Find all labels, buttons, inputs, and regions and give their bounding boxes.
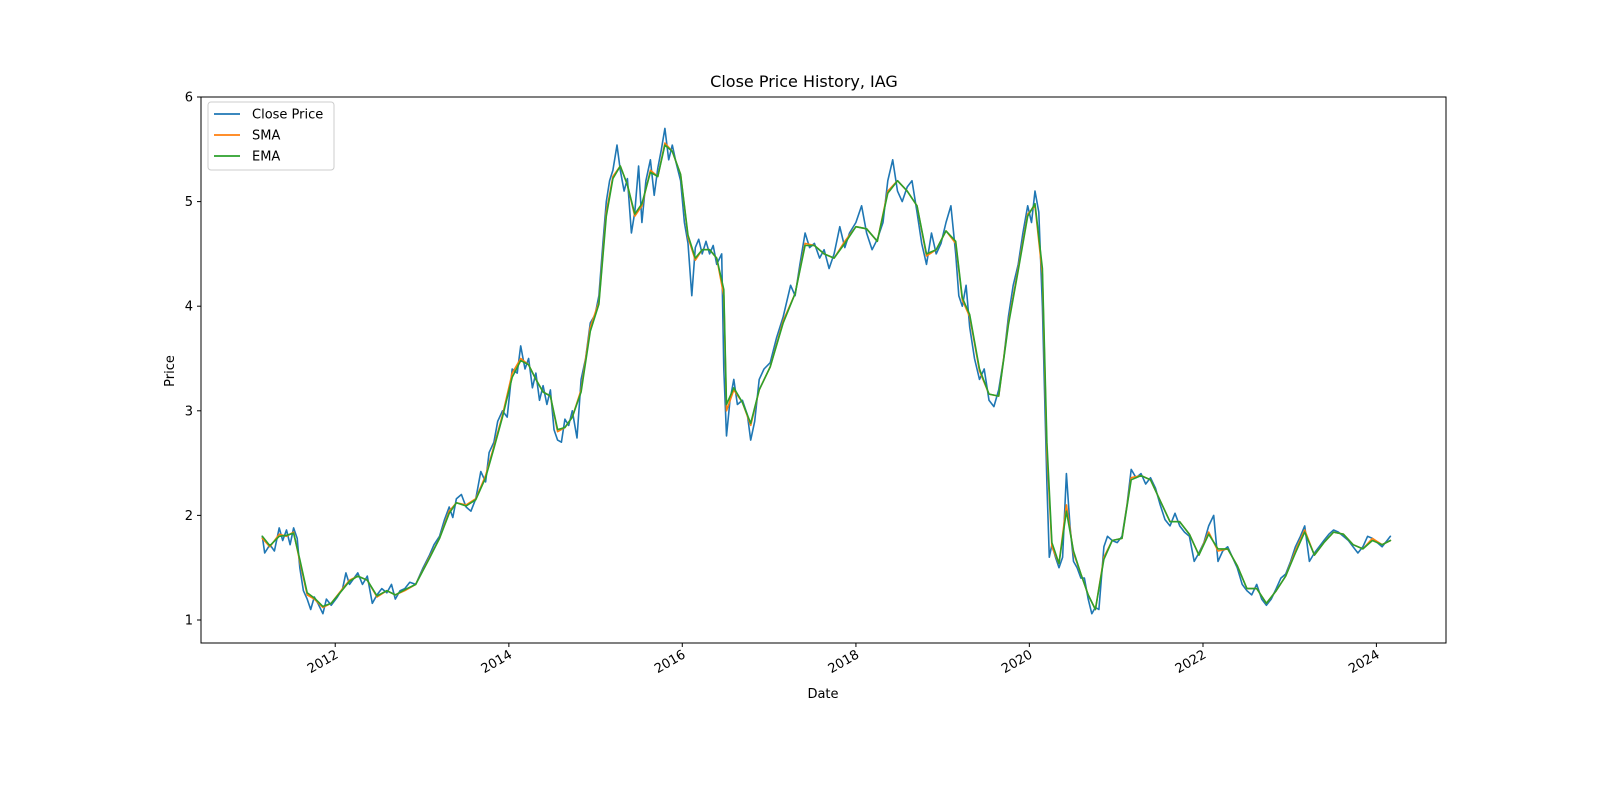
- y-axis: 1 2 3 4 5 6: [185, 91, 201, 628]
- legend-box: [207, 101, 335, 171]
- y-tick-label: 4: [185, 300, 193, 315]
- legend-label-1: SMA: [252, 129, 280, 144]
- series-line-0: [261, 127, 1392, 615]
- legend-label-0: Close Price: [252, 108, 323, 123]
- series-layer: [261, 127, 1392, 615]
- y-tick-label: 2: [185, 509, 193, 524]
- chart-title: Close Price History, IAG: [710, 72, 898, 91]
- y-axis-label: Price: [163, 355, 178, 387]
- x-axis-label: Date: [807, 687, 838, 702]
- y-tick-label: 6: [185, 91, 193, 106]
- y-tick-label: 5: [185, 195, 193, 210]
- plot-frame: [200, 96, 1447, 644]
- y-tick-label: 1: [185, 613, 193, 628]
- legend: Close Price SMA EMA: [207, 101, 335, 171]
- series-line-2: [261, 144, 1392, 611]
- legend-label-2: EMA: [252, 150, 280, 165]
- y-tick-label: 3: [185, 404, 193, 419]
